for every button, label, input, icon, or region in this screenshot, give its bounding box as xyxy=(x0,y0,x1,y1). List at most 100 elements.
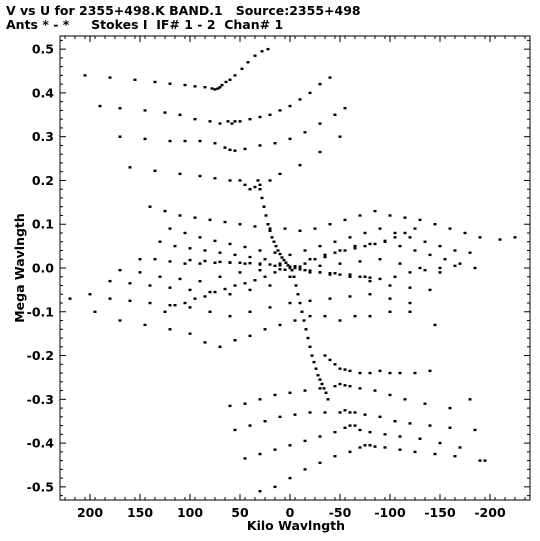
uv-point xyxy=(312,360,316,364)
uv-point xyxy=(188,306,192,309)
uv-point xyxy=(218,122,222,125)
uv-point xyxy=(398,244,402,248)
uv-point xyxy=(138,271,142,274)
uv-point xyxy=(218,260,222,264)
uv-point xyxy=(343,249,347,252)
uv-point xyxy=(288,253,292,257)
uv-point xyxy=(223,287,227,291)
uv-point xyxy=(284,261,288,264)
uv-point xyxy=(243,245,247,249)
uv-point xyxy=(298,268,302,271)
uv-point xyxy=(363,444,367,447)
uv-point xyxy=(418,437,422,440)
uv-point xyxy=(306,336,310,340)
uv-point xyxy=(268,227,272,230)
data-points xyxy=(68,47,517,493)
uv-point xyxy=(303,468,307,471)
uv-point xyxy=(458,262,462,265)
uv-point xyxy=(318,387,322,390)
uv-point xyxy=(233,339,237,342)
uv-point xyxy=(448,426,452,429)
uv-point xyxy=(438,244,442,248)
uv-point xyxy=(293,319,297,322)
uv-point xyxy=(318,150,322,154)
uv-point xyxy=(270,236,274,239)
uv-point xyxy=(256,179,260,182)
uv-point xyxy=(453,264,457,268)
uv-point xyxy=(273,142,277,145)
x-tick-label: -150 xyxy=(424,505,456,520)
uv-point xyxy=(393,231,397,235)
uv-point xyxy=(263,328,267,331)
uv-point xyxy=(333,240,337,243)
uv-point xyxy=(368,430,372,434)
uv-point xyxy=(178,113,182,116)
uv-point xyxy=(266,47,270,51)
uv-point xyxy=(286,264,290,267)
uv-point xyxy=(333,455,337,458)
uv-point xyxy=(393,420,397,423)
uv-point xyxy=(290,268,294,272)
uv-point xyxy=(368,444,372,447)
uv-point xyxy=(274,244,278,248)
uv-point xyxy=(338,273,342,276)
uv-point xyxy=(128,299,132,303)
uv-point xyxy=(348,424,352,427)
uv-point xyxy=(296,293,300,296)
uv-point xyxy=(333,430,337,434)
uv-point xyxy=(498,238,502,241)
y-tick-label: 0.4 xyxy=(32,85,54,100)
uv-point xyxy=(338,135,342,138)
uv-point xyxy=(363,231,367,235)
uv-point xyxy=(248,288,252,292)
x-tick-label: -50 xyxy=(329,505,352,520)
uv-point xyxy=(328,76,332,79)
uv-point xyxy=(228,78,232,81)
uv-point xyxy=(98,104,102,108)
uv-point xyxy=(118,107,122,110)
y-tick-label: 0.1 xyxy=(32,217,54,232)
uv-point xyxy=(253,185,257,189)
uv-point xyxy=(210,87,214,90)
uv-point xyxy=(308,299,312,303)
uv-point xyxy=(428,288,432,292)
uv-point xyxy=(153,169,157,173)
uv-point xyxy=(333,272,337,275)
uv-point xyxy=(358,260,362,263)
uv-point xyxy=(368,314,372,318)
uv-point xyxy=(268,113,272,116)
uv-point xyxy=(276,249,280,252)
uv-point xyxy=(358,446,362,449)
uv-point xyxy=(393,275,397,278)
uv-point xyxy=(198,279,202,283)
uv-point xyxy=(173,244,177,248)
uv-point xyxy=(238,261,242,264)
uv-point xyxy=(438,271,442,274)
uv-point xyxy=(292,275,296,278)
uv-point xyxy=(368,279,372,283)
uv-point xyxy=(273,448,277,451)
uv-point xyxy=(183,83,187,87)
uv-point xyxy=(353,244,357,248)
uv-point xyxy=(373,209,377,213)
uv-point xyxy=(448,227,452,230)
uv-point xyxy=(223,146,227,149)
chart-subtitle: Ants * - * Stokes I IF# 1 - 2 Chan# 1 xyxy=(6,17,284,32)
uv-point xyxy=(323,314,327,318)
uv-point xyxy=(338,249,342,252)
uv-point xyxy=(308,314,312,318)
uv-point xyxy=(338,319,342,322)
uv-point xyxy=(298,98,302,101)
uv-point xyxy=(313,227,317,230)
uv-point xyxy=(258,249,262,252)
uv-point xyxy=(243,262,247,265)
uv-point xyxy=(258,183,262,187)
uv-point xyxy=(213,261,217,264)
uv-point xyxy=(230,122,234,125)
uv-point xyxy=(243,183,247,187)
uv-point xyxy=(288,476,292,480)
uv-point xyxy=(168,82,172,85)
uv-point xyxy=(288,137,292,141)
uv-point xyxy=(328,358,332,362)
uv-point xyxy=(408,310,412,313)
